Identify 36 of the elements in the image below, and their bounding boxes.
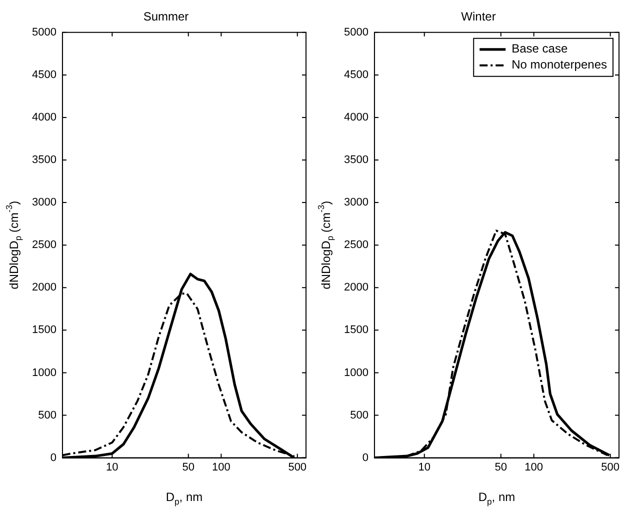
y-tick-label: 2500: [344, 239, 368, 252]
y-tick-label: 3000: [344, 196, 368, 209]
y-tick-label: 5000: [344, 26, 368, 38]
y-tick-label: 4000: [344, 112, 368, 124]
y-tick-label: 2500: [32, 239, 56, 252]
y-tick-label: 4000: [32, 112, 56, 124]
x-tick-label: 10: [106, 461, 118, 474]
y-tick-label: 1000: [32, 366, 56, 379]
x-tick-label: 10: [418, 461, 430, 474]
y-axis-title: dNDlogDp (cm-3): [316, 200, 336, 290]
y-tick-label: 3500: [344, 154, 368, 166]
y-tick-label: 500: [38, 409, 56, 422]
y-tick-label: 500: [350, 409, 368, 422]
x-tick-label: 50: [494, 461, 508, 474]
x-tick-label: 500: [601, 461, 620, 474]
x-tick-label: 100: [212, 461, 230, 474]
legend-label: No monoterpenes: [512, 58, 607, 72]
y-tick-label: 1500: [344, 324, 368, 336]
y-tick-label: 5000: [32, 26, 56, 38]
y-tick-label: 3500: [32, 154, 56, 166]
x-tick-label: 500: [288, 461, 307, 474]
y-tick-label: 2000: [32, 282, 56, 294]
y-tick-label: 4500: [32, 68, 56, 81]
y-tick-label: 0: [50, 452, 56, 464]
y-tick-label: 0: [362, 452, 368, 464]
y-tick-label: 4500: [344, 68, 368, 81]
y-tick-label: 1500: [32, 324, 56, 336]
chart-title: Summer: [143, 10, 189, 24]
chart-title: Winter: [461, 10, 496, 24]
y-tick-label: 3000: [32, 196, 56, 209]
legend-label: Base case: [512, 42, 568, 56]
x-tick-label: 50: [182, 461, 194, 474]
x-tick-label: 100: [524, 461, 544, 474]
y-axis-title: dNDlogDp (cm-3): [4, 200, 24, 290]
y-tick-label: 2000: [344, 282, 368, 294]
y-tick-label: 1000: [344, 366, 368, 379]
